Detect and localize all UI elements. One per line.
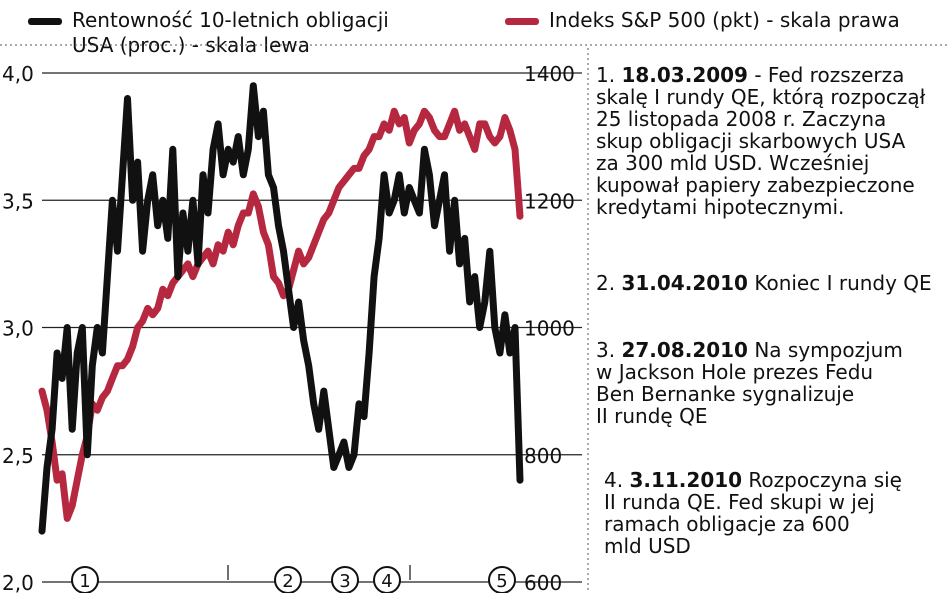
note-1: 1. 18.03.2009 - Fed rozszerza skalę I ru… <box>596 64 925 218</box>
left-axis-tick: 3,5 <box>2 189 34 213</box>
note-3-date: 27.08.2010 <box>621 338 748 362</box>
right-axis-tick: 1200 <box>524 189 575 213</box>
note-3-text: Na sympozjum w Jackson Hole prezes Fedu … <box>596 338 903 428</box>
note-2: 2. 31.04.2010 Koniec I rundy QE <box>596 272 932 294</box>
note-2-number: 2. <box>596 271 616 295</box>
event-marker-label: 1 <box>79 571 90 592</box>
right-axis-tick: 800 <box>524 444 562 468</box>
note-2-text: Koniec I rundy QE <box>747 271 932 295</box>
note-3: 3. 27.08.2010 Na sympozjum w Jackson Hol… <box>596 339 903 427</box>
note-2-date: 31.04.2010 <box>621 271 748 295</box>
legend-sp500: Indeks S&P 500 (pkt) - skala prawa <box>505 8 925 33</box>
event-marker-label: 4 <box>381 571 392 592</box>
event-marker-circle <box>373 566 401 593</box>
right-axis-tick: 1000 <box>524 317 575 341</box>
left-axis-tick: 4,0 <box>2 62 34 86</box>
left-axis-tick: 3,0 <box>2 317 34 341</box>
note-4-date: 3.11.2010 <box>629 468 743 492</box>
series-yield-line <box>38 82 524 535</box>
left-axis-tick: 2,0 <box>2 571 34 593</box>
legend-sp500-swatch <box>505 18 539 25</box>
event-marker-circle <box>488 566 516 593</box>
note-1-number: 1. <box>596 63 616 87</box>
left-axis-tick: 2,5 <box>2 444 34 468</box>
event-marker-label: 2 <box>282 571 293 592</box>
event-marker-circle <box>331 566 359 593</box>
right-axis-tick: 1400 <box>524 62 575 86</box>
note-4-number: 4. <box>604 468 624 492</box>
note-3-number: 3. <box>596 338 616 362</box>
event-marker-label: 3 <box>339 571 350 592</box>
note-1-text: - Fed rozszerza skalę I rundy QE, którą … <box>596 63 926 219</box>
note-1-date: 18.03.2009 <box>621 63 748 87</box>
legend-sp500-label: Indeks S&P 500 (pkt) - skala prawa <box>549 8 900 32</box>
note-4-text: Rozpoczyna się II runda QE. Fed skupi w … <box>604 468 902 558</box>
series-sp500-line <box>38 107 524 522</box>
right-axis-tick: 600 <box>524 571 562 593</box>
legend-yield-label: Rentowność 10-letnich obligacji USA (pro… <box>72 8 389 57</box>
event-marker-circle <box>71 566 99 593</box>
note-4: 4. 3.11.2010 Rozpoczyna się II runda QE.… <box>604 469 902 557</box>
event-marker-label: 5 <box>496 571 507 592</box>
legend-yield-swatch <box>28 18 62 25</box>
legend-yield: Rentowność 10-letnich obligacji USA (pro… <box>28 8 448 58</box>
event-marker-circle <box>274 566 302 593</box>
